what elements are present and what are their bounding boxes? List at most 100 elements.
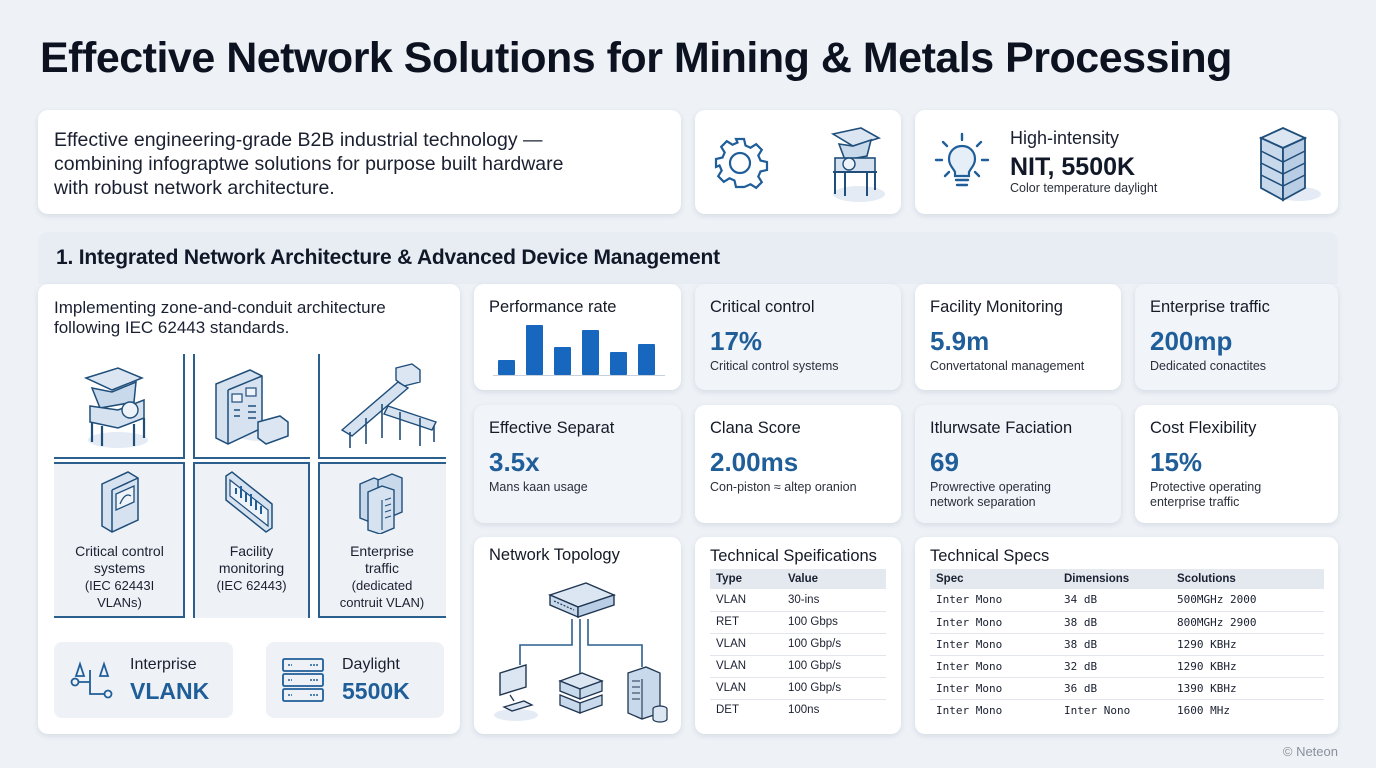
zone-label-line: systems — [93, 560, 146, 576]
badge-value: VLANK — [130, 678, 210, 704]
table-row: VLAN 100 Gbp/s — [710, 633, 886, 656]
bar-chart — [493, 324, 665, 376]
metric-card-facility-monitoring: Facility Monitoring 5.9m Convertatonal m… — [915, 284, 1121, 390]
table-cell: 38 dB — [1058, 633, 1171, 656]
vlan-badge: Interprise VLANK — [54, 642, 233, 718]
control-cabinet-icon — [215, 369, 289, 445]
table-header-row: Type Value — [710, 569, 886, 589]
table-row: Inter Mono 34 dB 500MGHz 2000 — [930, 589, 1324, 612]
table-cell: 34 dB — [1058, 589, 1171, 612]
metric-value: 200mp — [1150, 326, 1233, 356]
table-cell: Inter Mono — [930, 611, 1058, 634]
chart-bar — [610, 351, 627, 375]
metric-title: Effective Separat — [489, 419, 615, 437]
table-cell: 1290 KBHz — [1171, 633, 1324, 656]
chart-bar — [582, 330, 599, 375]
column-header: Scolutions — [1171, 569, 1324, 589]
highlight-value: NIT, 5500K — [1010, 153, 1136, 181]
metric-card-critical-control: Critical control 17% Critical control sy… — [695, 284, 901, 390]
metric-title: Clana Score — [710, 419, 801, 437]
table-row: VLAN 100 Gbp/s — [710, 677, 886, 700]
server-rack-icon — [282, 658, 324, 702]
chart-bar — [526, 325, 543, 375]
table-row: Inter Mono 36 dB 1390 KBHz — [930, 677, 1324, 700]
metric-sub: Prowrective operating network separation — [930, 480, 1051, 510]
crusher-icon — [83, 367, 148, 448]
table-cell: 36 dB — [1058, 677, 1171, 700]
control-panel-icon — [101, 471, 139, 533]
table-cell: 100 Gbp/s — [782, 677, 886, 700]
table-cell: 1390 KBHz — [1171, 677, 1324, 700]
intro-card: Effective engineering-grade B2B industri… — [38, 110, 681, 214]
table-row: DET 100ns — [710, 699, 886, 721]
zone-card: Implementing zone-and-conduit architectu… — [38, 284, 460, 734]
metric-title: Cost Flexibility — [1150, 419, 1257, 437]
table-cell: 800MGHz 2900 — [1171, 611, 1324, 634]
table-cell: 100 Gbp/s — [782, 633, 886, 656]
table-cell: VLAN — [710, 589, 782, 612]
table-row: VLAN 30-ins — [710, 589, 886, 612]
server-cluster-icon — [359, 473, 403, 534]
table-row: Inter Mono 38 dB 1290 KBHz — [930, 633, 1324, 656]
table-cell: 100 Gbp/s — [782, 655, 886, 678]
technical-specs-card: Technical Specs Spec Dimensions Scolutio… — [915, 537, 1338, 734]
zone-line: Implementing zone-and-conduit architectu… — [54, 298, 386, 317]
table-cell: Inter Nono — [1064, 703, 1131, 717]
highlight-card: High-intensity NIT, 5500K Color temperat… — [915, 110, 1338, 214]
table-cell: 100 Gbps — [782, 611, 886, 634]
metric-sub: Protective operating enterprise traffic — [1150, 480, 1261, 510]
column-header: Dimensions — [1058, 569, 1171, 589]
zone-label-facility: Facility monitoring (IEC 62443) — [193, 543, 310, 594]
zone-label-line: (IEC 62443I — [84, 578, 155, 593]
table-row: RET 100 Gbps — [710, 611, 886, 634]
metric-title: Enterprise traffic — [1150, 298, 1270, 316]
table-cell: Inter Mono — [930, 655, 1058, 678]
spec-title: Technical Speifications — [710, 547, 877, 565]
badge-value: 5500K — [342, 678, 410, 704]
intro-text: Effective engineering-grade B2B industri… — [54, 128, 563, 200]
topology-diagram — [494, 582, 668, 723]
metric-title: Itlurwsate Faciation — [930, 419, 1073, 437]
page-title: Effective Network Solutions for Mining &… — [40, 34, 1232, 82]
lightbulb-icon — [934, 132, 990, 187]
gear-icon — [714, 137, 769, 190]
zone-label-enterprise: Enterprise traffic (dedicated contruit V… — [318, 543, 446, 611]
chart-bar — [554, 347, 571, 375]
metric-sub: Critical control systems — [710, 359, 839, 373]
zone-grid — [54, 354, 446, 618]
table-cell: VLAN — [710, 633, 782, 656]
zone-label-critical: Critical control systems (IEC 62443I VLA… — [54, 543, 185, 611]
intro-line: with robust network architecture. — [54, 177, 335, 199]
metric-sub: Con-piston ≈ altep oranion — [710, 480, 857, 494]
table-cell: 100ns — [788, 704, 820, 717]
metric-value: 5.9m — [930, 326, 990, 356]
metric-card-faciation: Itlurwsate Faciation 69 Prowrective oper… — [915, 405, 1121, 523]
metric-sub: Dedicated conactites — [1150, 359, 1267, 373]
zone-label-line: monitoring — [218, 560, 285, 576]
table-row: Inter Mono 32 dB 1290 KBHz — [930, 655, 1324, 678]
desktop-computer-icon — [494, 664, 538, 721]
server-tower-database-icon — [627, 666, 668, 723]
metric-value: 15% — [1150, 447, 1203, 477]
metric-sub-line: Prowrective operating — [930, 480, 1051, 494]
table-cell: Inter Mono — [930, 633, 1058, 656]
zone-label-line: VLANs) — [97, 595, 142, 610]
technical-specs-table: Spec Dimensions Scolutions Inter Mono 34 … — [930, 569, 1324, 721]
table-cell: 32 dB — [1058, 655, 1171, 678]
crusher-machine-icon — [830, 127, 885, 202]
column-header: Spec — [930, 569, 1058, 589]
section-title: 1. Integrated Network Architecture & Adv… — [56, 246, 720, 269]
metric-card-cost-flexibility: Cost Flexibility 15% Protective operatin… — [1135, 405, 1338, 523]
network-topology-card: Network Topology — [474, 537, 681, 734]
metric-value: 2.00ms — [710, 447, 799, 477]
table-row: Inter Mono 38 dB 800MGHz 2900 — [930, 611, 1324, 634]
highlight-sub: Color temperature daylight — [1010, 181, 1158, 195]
server-stack-icon — [558, 672, 604, 714]
table-cell: Inter Mono — [930, 677, 1058, 700]
spec-title: Technical Specs — [930, 547, 1050, 565]
table-row: VLAN 100 Gbp/s — [710, 655, 886, 678]
topology-title: Network Topology — [489, 546, 620, 564]
table-cell: VLAN — [710, 655, 782, 678]
badge-label: Daylight — [342, 656, 400, 673]
zone-line: following IEC 62443 standards. — [54, 318, 290, 337]
